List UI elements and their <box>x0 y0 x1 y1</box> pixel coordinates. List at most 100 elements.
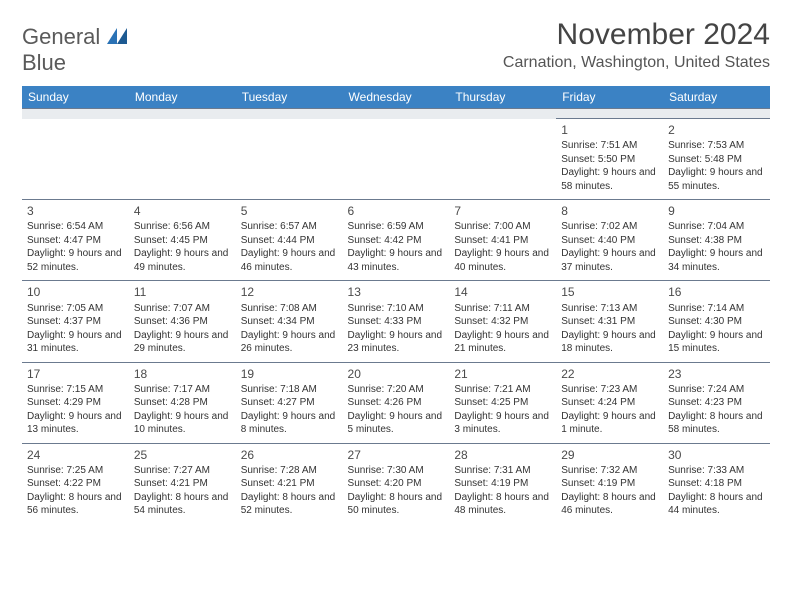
calendar-week: 17Sunrise: 7:15 AMSunset: 4:29 PMDayligh… <box>22 362 770 443</box>
daylight-text: Daylight: 9 hours and 37 minutes. <box>561 247 658 274</box>
sunset-text: Sunset: 4:19 PM <box>454 477 551 491</box>
sunset-text: Sunset: 4:27 PM <box>241 396 338 410</box>
calendar-cell: 20Sunrise: 7:20 AMSunset: 4:26 PMDayligh… <box>343 362 450 443</box>
sunrise-text: Sunrise: 7:10 AM <box>348 302 445 316</box>
calendar-cell: 2Sunrise: 7:53 AMSunset: 5:48 PMDaylight… <box>663 119 770 200</box>
sunrise-text: Sunrise: 7:24 AM <box>668 383 765 397</box>
sunset-text: Sunset: 4:42 PM <box>348 234 445 248</box>
calendar-cell: 18Sunrise: 7:17 AMSunset: 4:28 PMDayligh… <box>129 362 236 443</box>
sunrise-text: Sunrise: 7:21 AM <box>454 383 551 397</box>
day-number: 28 <box>454 447 551 463</box>
day-number: 29 <box>561 447 658 463</box>
day-number: 10 <box>27 284 124 300</box>
sunrise-text: Sunrise: 7:23 AM <box>561 383 658 397</box>
weekday-header-row: SundayMondayTuesdayWednesdayThursdayFrid… <box>22 86 770 109</box>
sunrise-text: Sunrise: 6:57 AM <box>241 220 338 234</box>
calendar-cell: 6Sunrise: 6:59 AMSunset: 4:42 PMDaylight… <box>343 200 450 281</box>
day-number: 3 <box>27 203 124 219</box>
calendar-week: 10Sunrise: 7:05 AMSunset: 4:37 PMDayligh… <box>22 281 770 362</box>
daylight-text: Daylight: 9 hours and 23 minutes. <box>348 329 445 356</box>
day-number: 13 <box>348 284 445 300</box>
calendar-cell: 14Sunrise: 7:11 AMSunset: 4:32 PMDayligh… <box>449 281 556 362</box>
sunrise-text: Sunrise: 7:20 AM <box>348 383 445 397</box>
daylight-text: Daylight: 9 hours and 5 minutes. <box>348 410 445 437</box>
sunrise-text: Sunrise: 7:13 AM <box>561 302 658 316</box>
day-number: 30 <box>668 447 765 463</box>
sunrise-text: Sunrise: 7:18 AM <box>241 383 338 397</box>
calendar-cell: 22Sunrise: 7:23 AMSunset: 4:24 PMDayligh… <box>556 362 663 443</box>
daylight-text: Daylight: 9 hours and 18 minutes. <box>561 329 658 356</box>
sunset-text: Sunset: 4:32 PM <box>454 315 551 329</box>
sunrise-text: Sunrise: 7:30 AM <box>348 464 445 478</box>
day-number: 25 <box>134 447 231 463</box>
calendar-cell <box>129 119 236 200</box>
sunrise-text: Sunrise: 7:04 AM <box>668 220 765 234</box>
calendar-cell: 19Sunrise: 7:18 AMSunset: 4:27 PMDayligh… <box>236 362 343 443</box>
calendar-cell: 4Sunrise: 6:56 AMSunset: 4:45 PMDaylight… <box>129 200 236 281</box>
spacer-row <box>22 109 770 119</box>
daylight-text: Daylight: 9 hours and 49 minutes. <box>134 247 231 274</box>
daylight-text: Daylight: 9 hours and 31 minutes. <box>27 329 124 356</box>
calendar-cell: 29Sunrise: 7:32 AMSunset: 4:19 PMDayligh… <box>556 443 663 524</box>
sunrise-text: Sunrise: 7:11 AM <box>454 302 551 316</box>
daylight-text: Daylight: 8 hours and 52 minutes. <box>241 491 338 518</box>
sunrise-text: Sunrise: 7:53 AM <box>668 139 765 153</box>
daylight-text: Daylight: 9 hours and 46 minutes. <box>241 247 338 274</box>
sunrise-text: Sunrise: 7:28 AM <box>241 464 338 478</box>
calendar-cell <box>343 119 450 200</box>
sunset-text: Sunset: 5:50 PM <box>561 153 658 167</box>
sunset-text: Sunset: 4:44 PM <box>241 234 338 248</box>
sunrise-text: Sunrise: 7:05 AM <box>27 302 124 316</box>
day-number: 9 <box>668 203 765 219</box>
calendar-cell: 16Sunrise: 7:14 AMSunset: 4:30 PMDayligh… <box>663 281 770 362</box>
title-block: November 2024 Carnation, Washington, Uni… <box>503 18 770 72</box>
daylight-text: Daylight: 9 hours and 15 minutes. <box>668 329 765 356</box>
header: General Blue November 2024 Carnation, Wa… <box>22 18 770 76</box>
sunset-text: Sunset: 4:28 PM <box>134 396 231 410</box>
daylight-text: Daylight: 9 hours and 13 minutes. <box>27 410 124 437</box>
calendar-cell: 7Sunrise: 7:00 AMSunset: 4:41 PMDaylight… <box>449 200 556 281</box>
calendar-week: 3Sunrise: 6:54 AMSunset: 4:47 PMDaylight… <box>22 200 770 281</box>
daylight-text: Daylight: 9 hours and 55 minutes. <box>668 166 765 193</box>
sunrise-text: Sunrise: 7:17 AM <box>134 383 231 397</box>
weekday-header: Wednesday <box>343 86 450 109</box>
calendar-cell: 30Sunrise: 7:33 AMSunset: 4:18 PMDayligh… <box>663 443 770 524</box>
daylight-text: Daylight: 9 hours and 29 minutes. <box>134 329 231 356</box>
daylight-text: Daylight: 8 hours and 58 minutes. <box>668 410 765 437</box>
sunset-text: Sunset: 4:41 PM <box>454 234 551 248</box>
calendar-cell <box>22 119 129 200</box>
day-number: 15 <box>561 284 658 300</box>
calendar-cell: 21Sunrise: 7:21 AMSunset: 4:25 PMDayligh… <box>449 362 556 443</box>
calendar-cell: 27Sunrise: 7:30 AMSunset: 4:20 PMDayligh… <box>343 443 450 524</box>
sunset-text: Sunset: 4:21 PM <box>241 477 338 491</box>
sunrise-text: Sunrise: 6:54 AM <box>27 220 124 234</box>
day-number: 7 <box>454 203 551 219</box>
sunset-text: Sunset: 4:19 PM <box>561 477 658 491</box>
daylight-text: Daylight: 9 hours and 34 minutes. <box>668 247 765 274</box>
day-number: 23 <box>668 366 765 382</box>
calendar-table: SundayMondayTuesdayWednesdayThursdayFrid… <box>22 86 770 524</box>
sunset-text: Sunset: 4:34 PM <box>241 315 338 329</box>
daylight-text: Daylight: 8 hours and 50 minutes. <box>348 491 445 518</box>
sunrise-text: Sunrise: 7:00 AM <box>454 220 551 234</box>
sunrise-text: Sunrise: 7:51 AM <box>561 139 658 153</box>
weekday-header: Monday <box>129 86 236 109</box>
sunset-text: Sunset: 5:48 PM <box>668 153 765 167</box>
logo-line2: Blue <box>22 50 66 75</box>
calendar-cell <box>236 119 343 200</box>
daylight-text: Daylight: 9 hours and 10 minutes. <box>134 410 231 437</box>
calendar-week: 24Sunrise: 7:25 AMSunset: 4:22 PMDayligh… <box>22 443 770 524</box>
daylight-text: Daylight: 8 hours and 56 minutes. <box>27 491 124 518</box>
daylight-text: Daylight: 9 hours and 40 minutes. <box>454 247 551 274</box>
sunset-text: Sunset: 4:37 PM <box>27 315 124 329</box>
logo-line1: General <box>22 24 100 49</box>
daylight-text: Daylight: 9 hours and 26 minutes. <box>241 329 338 356</box>
sunset-text: Sunset: 4:23 PM <box>668 396 765 410</box>
logo-flag-icon <box>107 31 127 48</box>
sunset-text: Sunset: 4:45 PM <box>134 234 231 248</box>
day-number: 6 <box>348 203 445 219</box>
sunset-text: Sunset: 4:30 PM <box>668 315 765 329</box>
day-number: 12 <box>241 284 338 300</box>
sunset-text: Sunset: 4:25 PM <box>454 396 551 410</box>
sunrise-text: Sunrise: 7:07 AM <box>134 302 231 316</box>
